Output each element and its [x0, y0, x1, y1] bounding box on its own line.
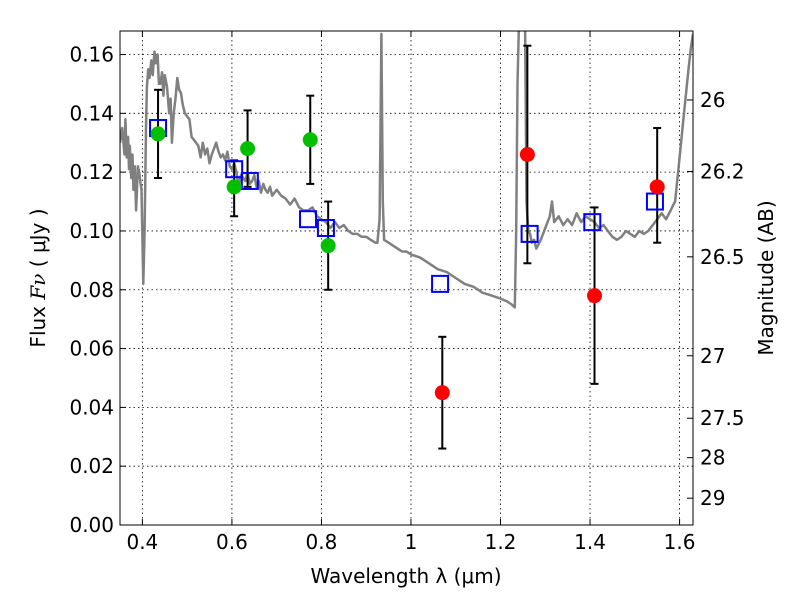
- x-axis-title: Wavelength λ (μm): [310, 564, 501, 588]
- data-layer: [120, 31, 693, 309]
- y2-tick-label: 28: [700, 446, 725, 470]
- axes: 0.4 0.6 0.8 1 1.2 1.4 1.6 0.00 0.02 0.04 0.06 0.08 0…: [69, 31, 745, 554]
- model-photometry-square: [431, 274, 450, 293]
- y-axis-title-unit: ( μJy ): [26, 208, 50, 273]
- red-data-point: [587, 288, 603, 304]
- model-photometry-square: [225, 160, 244, 179]
- green-data-point: [226, 179, 242, 195]
- y-tick-label: 0.00: [69, 513, 114, 537]
- y-axis-title: Flux Fν ( μJy ): [26, 208, 50, 347]
- y-tick-label: 0.04: [69, 395, 114, 419]
- y2-tick-label: 26: [700, 88, 725, 112]
- y-tick-label: 0.10: [69, 219, 114, 243]
- green-data-point: [150, 126, 166, 142]
- x-tick-label: 1: [405, 530, 418, 554]
- green-data-point: [320, 238, 336, 254]
- y-tick-label: 0.08: [69, 278, 114, 302]
- x-tick-label: 0.8: [306, 530, 338, 554]
- x-tick-label: 1.6: [664, 530, 696, 554]
- green-data-point: [302, 132, 318, 148]
- model-photometry-square: [299, 210, 318, 229]
- y2-tick-label: 29: [700, 486, 725, 510]
- y2-tick-label: 26.5: [700, 245, 745, 269]
- red-data-point: [519, 147, 535, 162]
- red-data-point: [649, 179, 665, 195]
- y2-tick-label: 27.5: [700, 406, 745, 430]
- plot-frame: [119, 30, 694, 526]
- model-photometry-square: [520, 224, 539, 243]
- marker-layer: [149, 44, 665, 450]
- y-axis-title-prefix: Flux: [26, 300, 50, 348]
- y2-tick-label: 27: [700, 344, 725, 368]
- y-tick-label: 0.16: [69, 43, 114, 67]
- y-tick-label: 0.14: [69, 101, 114, 125]
- x-tick-label: 0.6: [216, 530, 248, 554]
- x-tick-label: 0.4: [126, 530, 158, 554]
- y-tick-label: 0.06: [69, 337, 114, 361]
- model-photometry-square: [316, 219, 335, 238]
- plot-background: [120, 31, 693, 525]
- y-tick-label: 0.02: [69, 454, 114, 478]
- model-photometry-square: [583, 213, 602, 232]
- y2-axis-title: Magnitude (AB): [754, 200, 778, 355]
- y-tick-label: 0.12: [69, 160, 114, 184]
- red-data-point: [434, 385, 450, 401]
- green-data-point: [240, 141, 256, 157]
- y2-tick-label: 26.2: [700, 159, 745, 183]
- model-photometry-square: [240, 171, 259, 190]
- y-axis-title-symbol: Fν: [26, 274, 50, 301]
- x-tick-label: 1.2: [485, 530, 517, 554]
- model-spectrum-line: [120, 31, 693, 309]
- x-tick-label: 1.4: [574, 530, 606, 554]
